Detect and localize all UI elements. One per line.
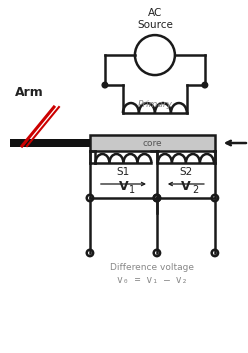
Text: Arm: Arm xyxy=(15,86,44,99)
Text: S1: S1 xyxy=(117,167,130,177)
Circle shape xyxy=(202,82,208,88)
Text: Difference voltage: Difference voltage xyxy=(110,263,194,272)
Text: V: V xyxy=(119,180,128,193)
Text: S2: S2 xyxy=(179,167,192,177)
Bar xyxy=(90,135,215,151)
Text: core: core xyxy=(143,138,162,148)
Text: 1: 1 xyxy=(129,185,135,195)
Circle shape xyxy=(102,82,108,88)
Text: AC
Source: AC Source xyxy=(137,8,173,30)
Text: Primary: Primary xyxy=(137,100,172,109)
Text: v₀ = v₁ – v₂: v₀ = v₁ – v₂ xyxy=(117,275,188,285)
Text: V: V xyxy=(181,180,191,193)
Bar xyxy=(10,139,90,147)
Text: 2: 2 xyxy=(192,185,198,195)
